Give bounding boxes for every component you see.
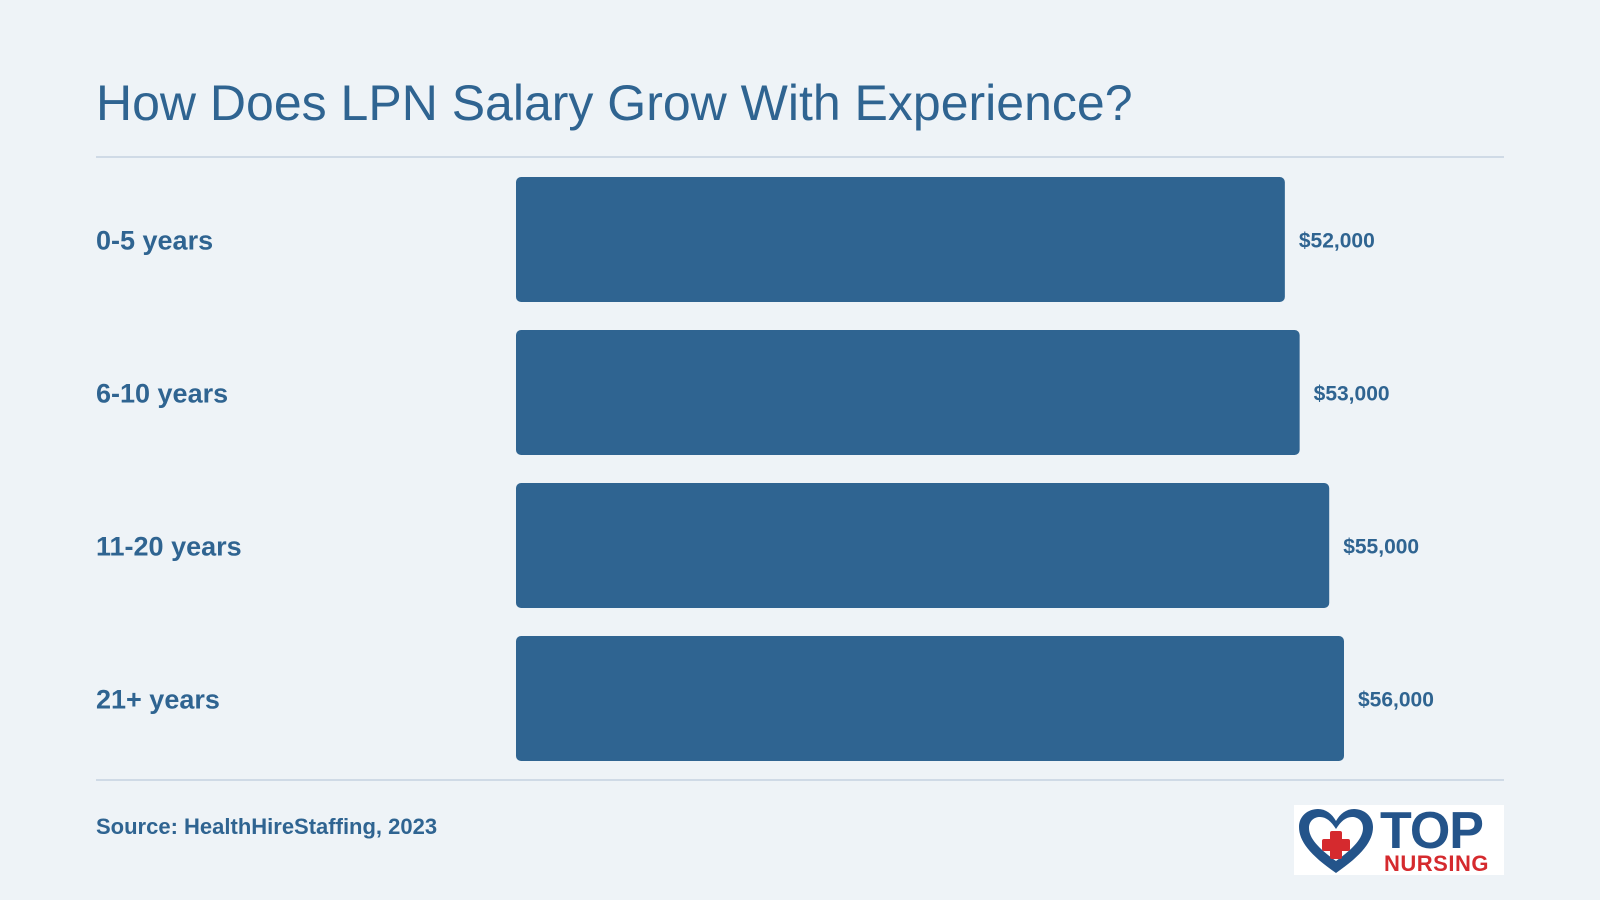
logo-word-top: TOP <box>1380 802 1484 860</box>
value-label: $56,000 <box>1358 689 1434 712</box>
top-nursing-logo: TOP NURSING <box>1294 805 1504 875</box>
category-label: 6-10 years <box>96 379 228 409</box>
bar <box>516 330 1300 455</box>
bar <box>516 483 1330 608</box>
bar <box>516 636 1344 761</box>
heart-cross-icon <box>1299 809 1373 873</box>
category-label: 0-5 years <box>96 226 213 256</box>
logo-word-bottom: NURSING <box>1384 851 1489 876</box>
category-label: 11-20 years <box>96 532 242 562</box>
value-label: $52,000 <box>1299 230 1375 253</box>
chart-title: How Does LPN Salary Grow With Experience… <box>96 75 1133 131</box>
source-note: Source: HealthHireStaffing, 2023 <box>96 814 438 839</box>
top-divider <box>96 156 1504 158</box>
value-label: $55,000 <box>1343 536 1419 559</box>
bar <box>516 177 1285 302</box>
bottom-divider <box>96 779 1504 781</box>
category-label: 21+ years <box>96 685 220 715</box>
value-label: $53,000 <box>1314 383 1390 406</box>
